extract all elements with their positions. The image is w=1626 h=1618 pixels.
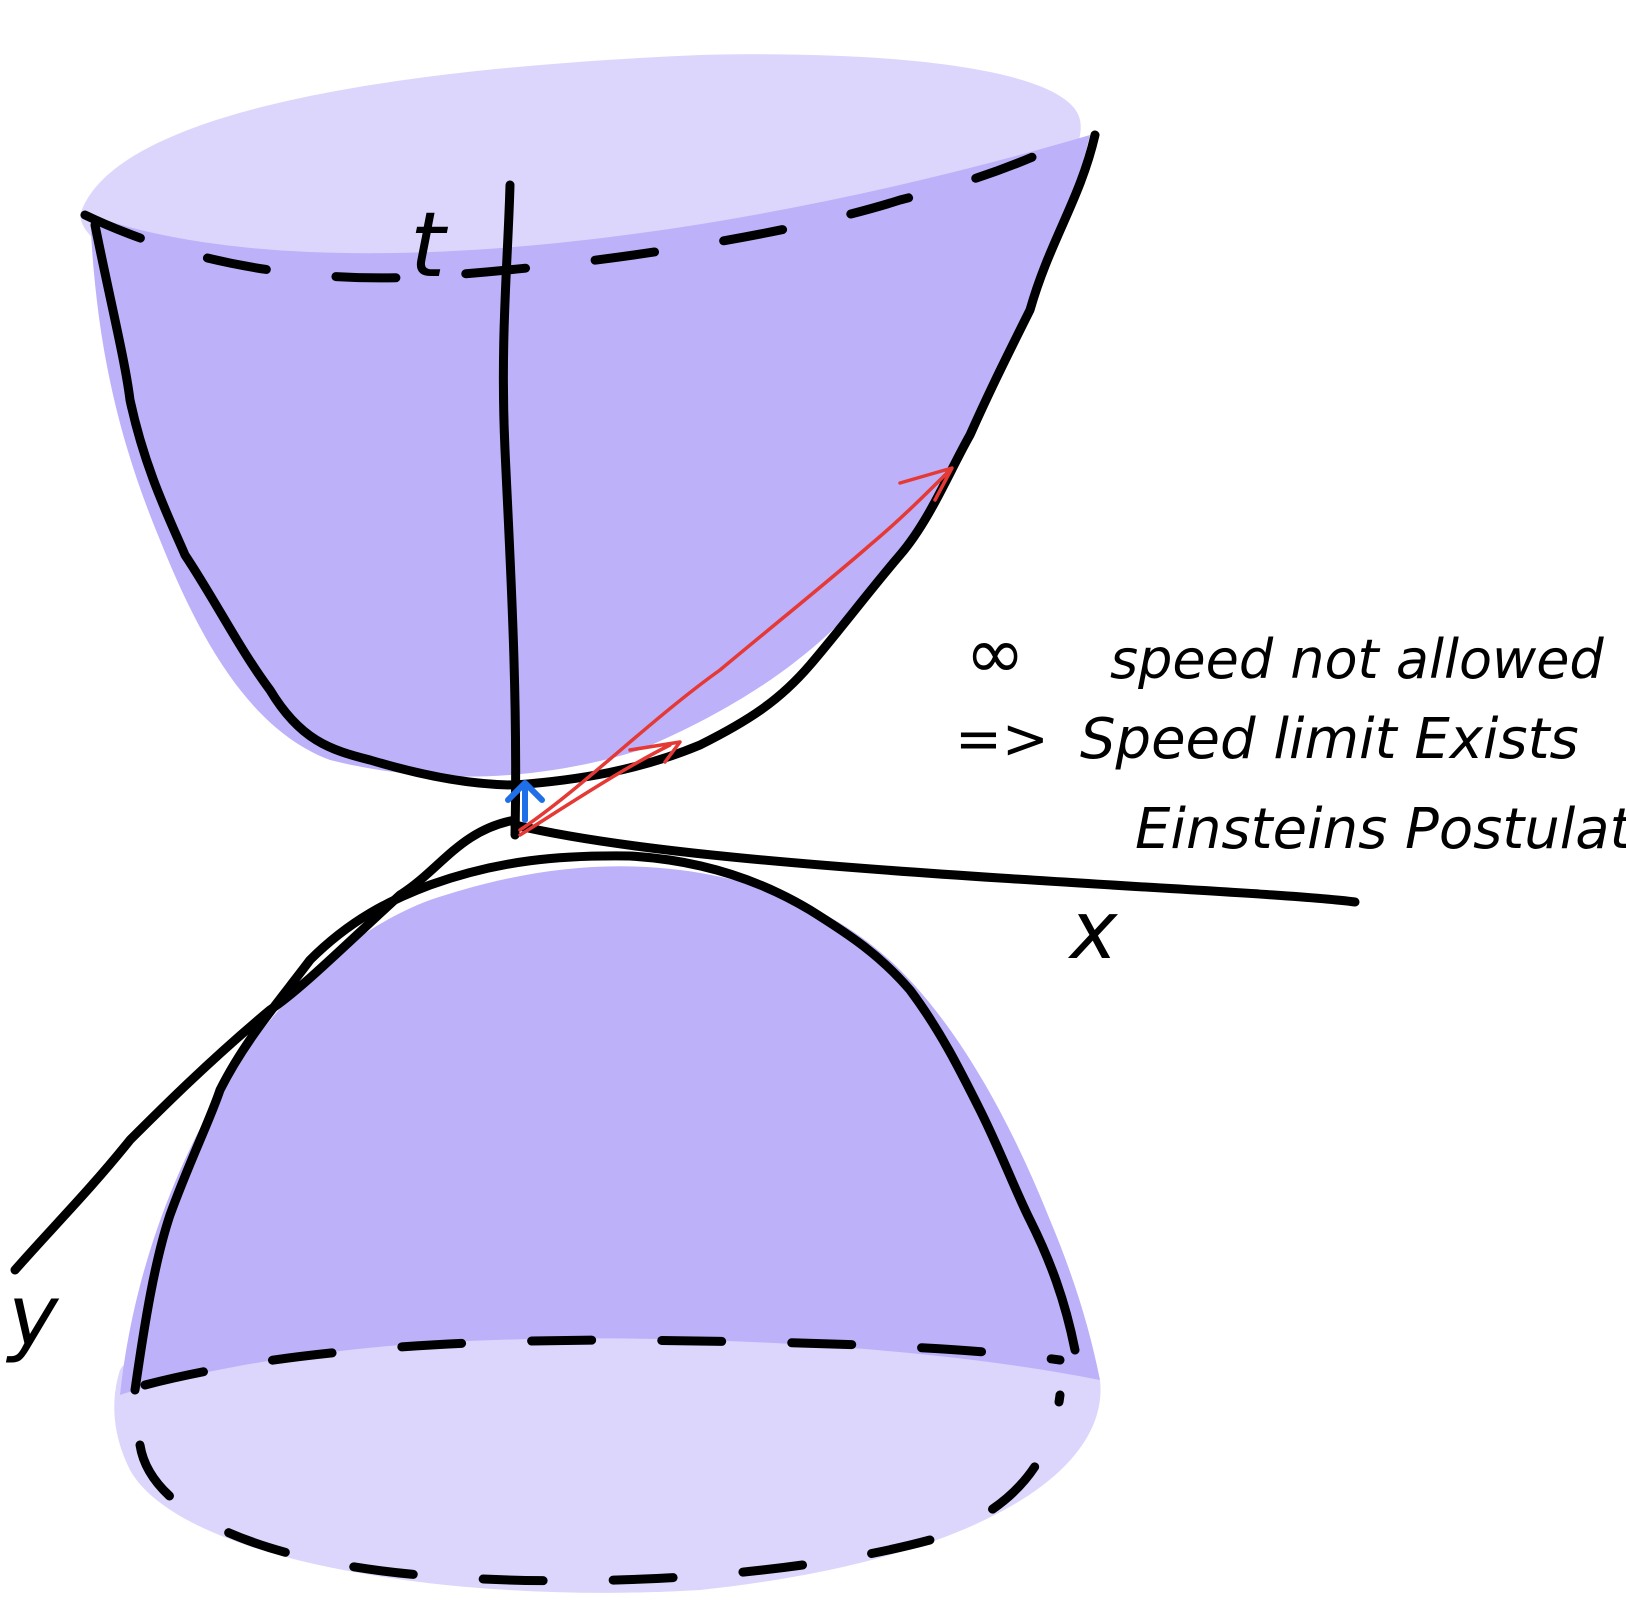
note-line-1: speed not allowed [1110, 628, 1604, 691]
note-line-2: Speed limit Exists [1080, 707, 1579, 772]
t-axis-label: t [410, 193, 449, 298]
x-axis-label: x [1067, 884, 1119, 977]
future-cone-body [90, 135, 1090, 777]
worldlines [505, 466, 954, 837]
axes [10, 180, 1360, 1275]
past-cone-rim-back-dashed [135, 1390, 1065, 1586]
y-axis-label: y [5, 1267, 60, 1366]
past-cone-outline [130, 851, 1080, 1395]
t-axis [498, 180, 521, 840]
future-cone [80, 54, 1100, 790]
red-worldline-long [518, 466, 954, 832]
notes: ∞ speed not allowed => Speed limit Exist… [955, 611, 1626, 862]
note-line-3: Einsteins Postulate [1135, 797, 1626, 862]
implies-arrow: => [955, 707, 1049, 772]
red-worldline-short [518, 740, 682, 837]
future-cone-rim-dashed [80, 130, 1085, 283]
past-cone-cap [114, 1310, 1101, 1593]
past-cone-body [120, 866, 1100, 1395]
infinity-symbol: ∞ [965, 611, 1025, 695]
past-cone-rim-front-dashed [140, 1335, 1065, 1390]
blue-arrow-up [505, 780, 545, 823]
past-cone [114, 851, 1101, 1593]
x-axis [510, 820, 1360, 907]
y-axis [10, 815, 520, 1275]
